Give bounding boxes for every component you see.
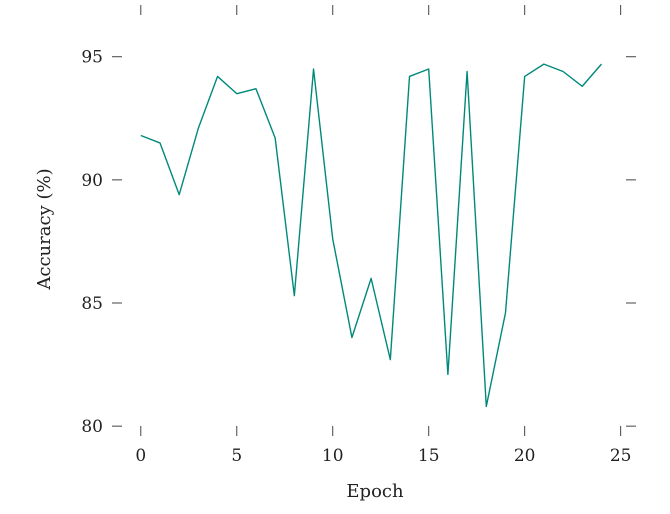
x-tick-label: 10 xyxy=(322,446,344,466)
x-tick-label: 5 xyxy=(231,446,242,466)
series-layer xyxy=(140,63,602,408)
x-tick-label: 0 xyxy=(135,446,146,466)
x-tick-label: 15 xyxy=(418,446,440,466)
y-axis-label: Accuracy (%) xyxy=(34,168,55,290)
y-tick-label: 85 xyxy=(81,294,103,314)
y-tick-label: 90 xyxy=(81,171,103,191)
x-tick-label: 20 xyxy=(514,446,536,466)
tick-labels: 0 5 10 15 20 25 80 85 90 95 xyxy=(81,48,631,466)
axis-ticks xyxy=(112,5,636,436)
series-line xyxy=(140,63,602,408)
x-tick-label: 25 xyxy=(610,446,632,466)
y-tick-label: 95 xyxy=(81,48,103,68)
y-tick-label: 80 xyxy=(81,417,103,437)
x-axis-label: Epoch xyxy=(346,481,404,502)
